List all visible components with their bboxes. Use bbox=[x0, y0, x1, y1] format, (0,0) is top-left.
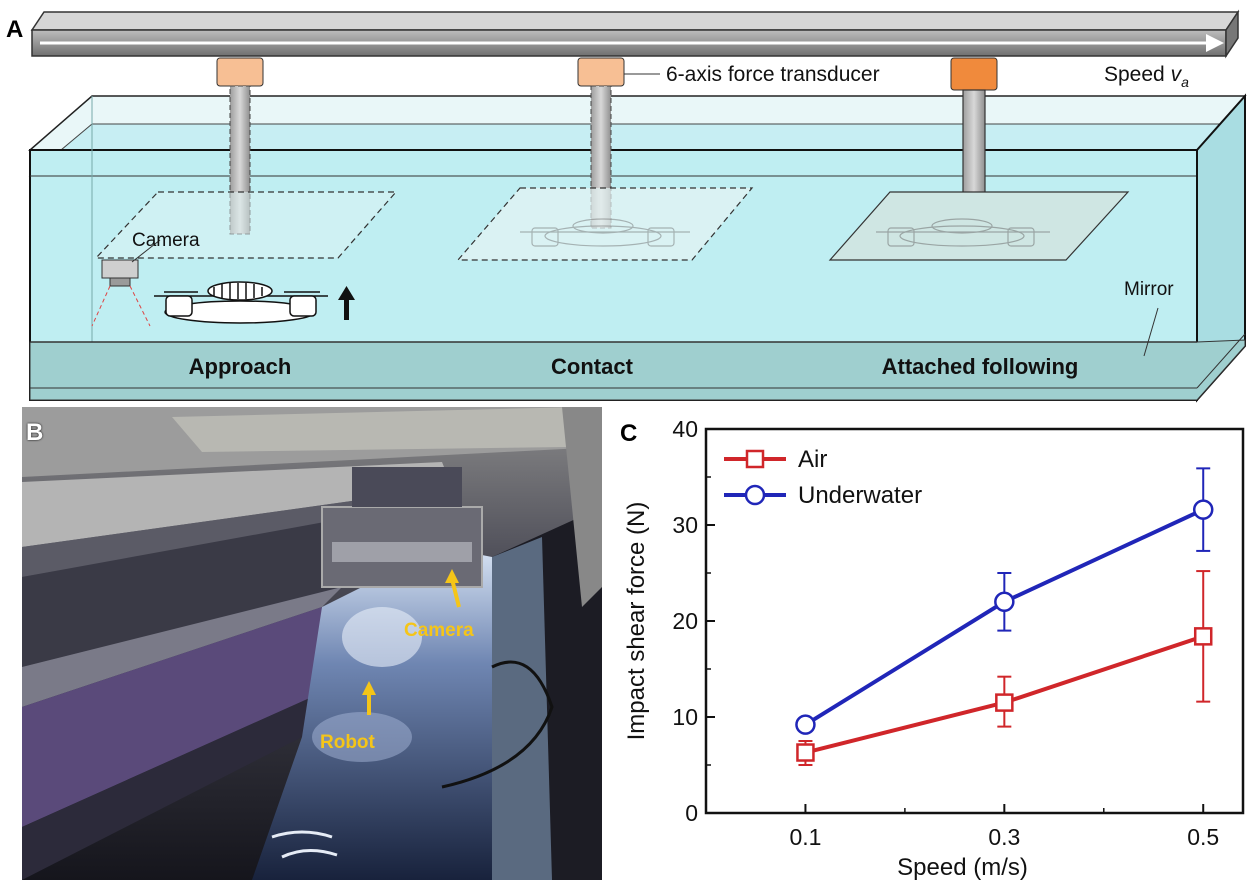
legend-label: Underwater bbox=[798, 482, 922, 509]
transducer-label: 6-axis force transducer bbox=[666, 63, 880, 86]
data-point-circle bbox=[1192, 499, 1214, 520]
panel-b-photo: B Camera Robot bbox=[22, 407, 602, 880]
stage-label-attached: Attached following bbox=[882, 354, 1079, 379]
camera-icon bbox=[91, 239, 161, 327]
up-arrow-icon bbox=[338, 286, 355, 320]
target-plate-approach bbox=[94, 191, 398, 259]
x-tick-label: 0.1 bbox=[789, 824, 821, 850]
experiment-photo bbox=[22, 407, 602, 880]
photo-robot-label: Robot bbox=[320, 732, 375, 753]
stage-label-approach: Approach bbox=[189, 354, 292, 379]
data-point-square bbox=[995, 693, 1014, 712]
data-point-square bbox=[796, 743, 815, 762]
panel-c-chart: C Impact shear force (N) Speed (m/s) 0 10… bbox=[606, 407, 1253, 883]
x-tick-label: 0.3 bbox=[988, 824, 1020, 850]
data-point-circle bbox=[795, 714, 816, 735]
robot-attached bbox=[876, 218, 1050, 247]
photo-camera-label: Camera bbox=[404, 620, 474, 641]
robot-approach bbox=[154, 281, 328, 324]
y-tick-label: 10 bbox=[672, 704, 698, 730]
x-axis-label: Speed (m/s) bbox=[897, 854, 1028, 881]
mirror-label: Mirror bbox=[1124, 279, 1174, 300]
panel-a-diagram: 6-axis force transducer Speed va Camera … bbox=[27, 9, 1247, 403]
y-axis-label: Impact shear force (N) bbox=[623, 502, 650, 741]
legend-label: Air bbox=[798, 446, 827, 473]
legend-marker-circle bbox=[744, 484, 766, 506]
arrow-head-icon bbox=[1206, 34, 1224, 52]
camera-arrow-icon bbox=[450, 578, 461, 608]
data-point-circle bbox=[994, 591, 1015, 613]
data-point-square bbox=[1193, 627, 1213, 646]
x-tick-label: 0.5 bbox=[1187, 824, 1219, 850]
y-tick-label: 30 bbox=[672, 512, 698, 538]
panel-label-b: B bbox=[26, 419, 44, 446]
shear-force-chart: Impact shear force (N) Speed (m/s) 0 10 20… bbox=[623, 416, 1245, 881]
speed-label: Speed va bbox=[1104, 63, 1189, 90]
robot-contact bbox=[520, 218, 690, 247]
motion-rail bbox=[30, 9, 1240, 59]
panel-label-a: A bbox=[6, 16, 24, 43]
tank bbox=[27, 93, 1247, 403]
y-tick-label: 40 bbox=[672, 416, 698, 442]
stage-label-contact: Contact bbox=[551, 354, 634, 379]
target-plate-contact bbox=[456, 187, 754, 261]
legend-marker-square bbox=[745, 449, 765, 469]
camera-label: Camera bbox=[132, 230, 200, 251]
panel-label-c: C bbox=[620, 420, 638, 447]
y-tick-label: 0 bbox=[685, 800, 698, 826]
y-tick-label: 20 bbox=[672, 608, 698, 634]
